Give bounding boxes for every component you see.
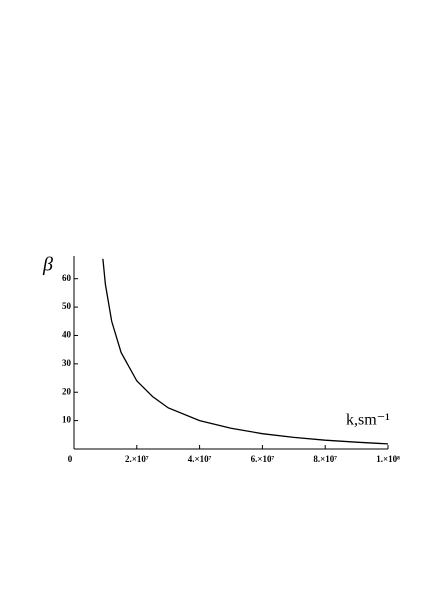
y-tick-label: 60 — [62, 273, 72, 283]
y-tick-label: 20 — [62, 386, 72, 396]
y-tick-label: 40 — [62, 330, 72, 340]
y-tick-label: 10 — [62, 415, 72, 425]
x-tick-label: 2.×10⁷ — [125, 454, 149, 464]
y-tick-label: 30 — [62, 358, 72, 368]
x-tick-label: 8.×10⁷ — [313, 454, 337, 464]
x-tick-label: 1.×10⁸ — [376, 454, 400, 464]
y-tick-label: 50 — [62, 301, 72, 311]
line — [102, 258, 389, 445]
x-axis-label: k,sm⁻¹ — [346, 412, 390, 429]
x-tick-label: 6.×10⁷ — [251, 454, 275, 464]
y-axis-label: β — [42, 254, 53, 276]
x-tick-label: 0 — [68, 454, 73, 464]
x-tick-label: 4.×10⁷ — [188, 454, 212, 464]
